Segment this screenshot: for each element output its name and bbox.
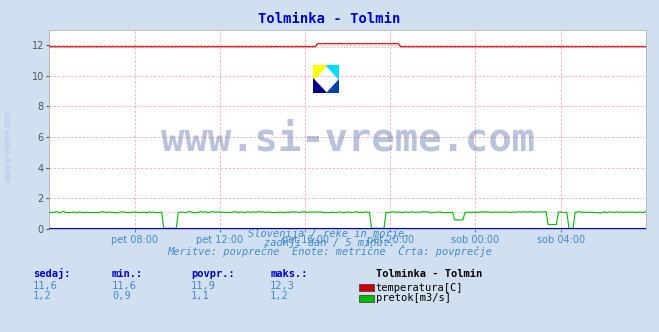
Text: 11,6: 11,6 — [33, 281, 58, 291]
Text: 1,1: 1,1 — [191, 291, 210, 301]
Text: 11,6: 11,6 — [112, 281, 137, 291]
Text: sedaj:: sedaj: — [33, 268, 71, 279]
Text: pretok[m3/s]: pretok[m3/s] — [376, 293, 451, 303]
Text: 12,3: 12,3 — [270, 281, 295, 291]
Text: 11,9: 11,9 — [191, 281, 216, 291]
Text: www.si-vreme.com: www.si-vreme.com — [3, 110, 13, 182]
Text: maks.:: maks.: — [270, 269, 308, 279]
Polygon shape — [313, 65, 326, 79]
Polygon shape — [313, 79, 326, 93]
Text: 1,2: 1,2 — [33, 291, 51, 301]
Text: Slovenija / reke in morje.: Slovenija / reke in morje. — [248, 229, 411, 239]
Text: www.si-vreme.com: www.si-vreme.com — [161, 121, 534, 158]
Text: Tolminka - Tolmin: Tolminka - Tolmin — [376, 269, 482, 279]
Text: 1,2: 1,2 — [270, 291, 289, 301]
Text: Meritve: povprečne  Enote: metrične  Črta: povprečje: Meritve: povprečne Enote: metrične Črta:… — [167, 245, 492, 257]
Text: Tolminka - Tolmin: Tolminka - Tolmin — [258, 12, 401, 26]
Text: 0,9: 0,9 — [112, 291, 130, 301]
Polygon shape — [326, 79, 339, 93]
Text: min.:: min.: — [112, 269, 143, 279]
Text: temperatura[C]: temperatura[C] — [376, 283, 463, 293]
Polygon shape — [326, 65, 339, 79]
Text: zadnji dan / 5 minut.: zadnji dan / 5 minut. — [264, 238, 395, 248]
Text: povpr.:: povpr.: — [191, 269, 235, 279]
